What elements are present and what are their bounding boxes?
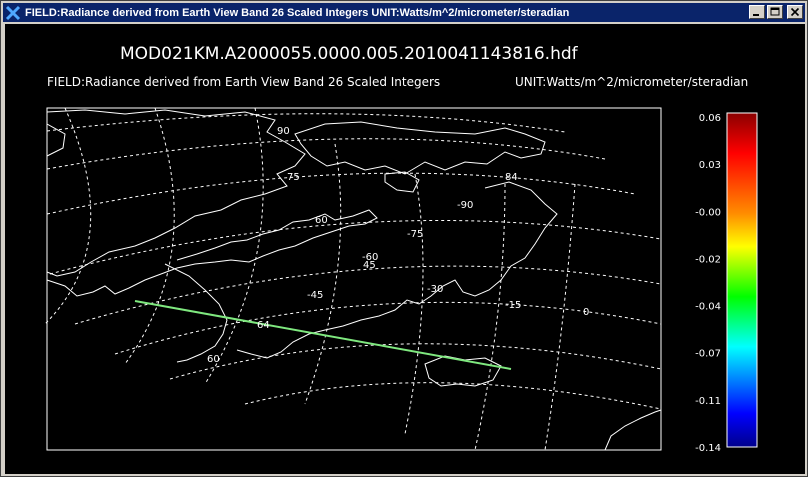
graticule-labels: 90 75 60 45 60 64 84 -90 -75 -60 -45 -30… — [207, 126, 589, 365]
map-frame — [46, 107, 662, 451]
lat-label: 84 — [505, 172, 518, 183]
colorbar-tick-label: -0.00 — [695, 207, 721, 218]
coastline-svalbard — [384, 171, 420, 193]
meridian-line — [124, 107, 175, 365]
lat-label: 60 — [315, 215, 328, 226]
coastline-hudson — [164, 263, 228, 363]
colorbar-tick-label: 0.06 — [699, 113, 721, 124]
window-title: FIELD:Radiance derived from Earth View B… — [25, 6, 570, 19]
coastline-scandinavia — [236, 181, 558, 359]
colorbar-tick-label: -0.14 — [695, 443, 721, 454]
parallel-line — [46, 138, 606, 170]
map-figure: MOD021KM.A2000055.0000.005.2010041143816… — [44, 44, 758, 454]
graticule — [44, 107, 662, 451]
colorbar-tick-label: -0.11 — [695, 396, 721, 407]
maximize-icon — [770, 7, 780, 16]
meridian-line — [44, 107, 92, 325]
close-icon — [790, 7, 800, 17]
coastlines — [46, 109, 662, 451]
close-button[interactable] — [787, 5, 803, 19]
lon-label: -30 — [427, 284, 443, 295]
lat-label: 45 — [363, 260, 376, 271]
parallel-line — [74, 265, 662, 325]
lon-label: -90 — [457, 200, 473, 211]
idl-x-icon — [5, 5, 21, 20]
lat-label: 75 — [287, 172, 300, 183]
colorbar-tick-label: -0.07 — [695, 349, 721, 360]
meridian-line — [204, 107, 264, 385]
colorbar-tick-label: -0.04 — [695, 302, 721, 313]
lat-label: 60 — [207, 354, 220, 365]
lon-label: -15 — [505, 300, 521, 311]
colorbar — [726, 112, 758, 448]
lon-label: 0 — [583, 307, 589, 318]
lat-label: 64 — [257, 320, 270, 331]
lon-label: -75 — [407, 229, 423, 240]
field-label: FIELD:Radiance derived from Earth View B… — [47, 75, 440, 89]
meridian-line — [544, 183, 576, 451]
meridian-line — [474, 183, 506, 451]
parallel-line — [46, 172, 636, 215]
title-bar[interactable]: FIELD:Radiance derived from Earth View B… — [3, 3, 805, 22]
lon-label: -60 — [362, 252, 378, 263]
coastline-north-america — [46, 209, 378, 297]
minimize-button[interactable] — [749, 5, 765, 19]
meridian-line — [304, 143, 342, 405]
lon-label: -45 — [307, 290, 323, 301]
parallel-line — [114, 301, 662, 355]
coastline-europe-south — [604, 409, 662, 451]
unit-label: UNIT:Watts/m^2/micrometer/steradian — [515, 75, 748, 89]
meridian-line — [404, 173, 424, 435]
colorbar-ticks: 0.06 0.03 -0.00 -0.02 -0.04 -0.07 -0.11 — [695, 113, 721, 407]
colorbar-tick-label: 0.03 — [699, 160, 721, 171]
coastline-greenland — [46, 109, 306, 277]
plot-canvas: MOD021KM.A2000055.0000.005.2010041143816… — [5, 24, 805, 474]
lat-label: 90 — [277, 126, 290, 137]
parallel-line — [169, 343, 662, 380]
maximize-button[interactable] — [767, 5, 783, 19]
coastline-arctic-islands — [294, 121, 546, 175]
colorbar-tick-label: -0.02 — [695, 254, 721, 265]
parallel-line — [46, 113, 566, 133]
coastline-alaska — [46, 123, 66, 157]
file-name-title: MOD021KM.A2000055.0000.005.2010041143816… — [120, 44, 579, 64]
parallel-line — [49, 219, 662, 275]
data-swath — [134, 300, 512, 370]
parallel-line — [244, 382, 662, 410]
minimize-icon — [753, 14, 759, 16]
